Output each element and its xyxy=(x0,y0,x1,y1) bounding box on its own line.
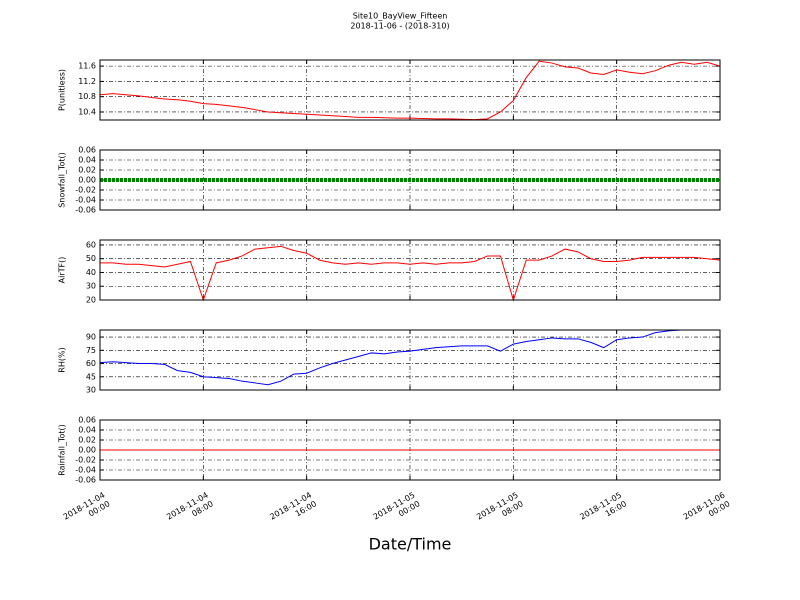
y-tick-label: 75 xyxy=(86,346,96,355)
subtitle: 2018-11-06 - (2018-310) xyxy=(350,22,449,31)
y-tick-label: 11.6 xyxy=(78,62,96,71)
y-tick-label: 40 xyxy=(86,268,96,277)
y-tick-label: -0.04 xyxy=(75,196,96,205)
y-tick-label: 0.04 xyxy=(78,156,96,165)
y-tick-label: 20 xyxy=(86,296,96,305)
y-tick-label: 50 xyxy=(86,254,96,263)
x-tick-label: 2018-11-0508:00 xyxy=(475,490,525,530)
y-tick-label: -0.02 xyxy=(75,186,96,195)
plot-frame xyxy=(99,419,721,481)
y-tick-label: 0.00 xyxy=(78,446,96,455)
y-tick-label: 45 xyxy=(86,372,96,381)
x-tick-label: 2018-11-0516:00 xyxy=(578,490,628,530)
y-tick-label: 11.2 xyxy=(78,77,96,86)
x-axis-label: Date/Time xyxy=(369,535,452,554)
y-tick-label: 30 xyxy=(86,282,96,291)
y-tick-label: 0.02 xyxy=(78,436,96,445)
y-tick-label: 0.02 xyxy=(78,166,96,175)
y-tick-label: 30 xyxy=(86,386,96,395)
y-tick-label: -0.06 xyxy=(75,206,96,215)
x-tick-label: 2018-11-0600:00 xyxy=(681,490,731,530)
y-tick-label: 60 xyxy=(86,359,96,368)
y-tick-label: -0.02 xyxy=(75,456,96,465)
y-axis-label: AirTF() xyxy=(58,257,67,284)
y-tick-label: 0.06 xyxy=(78,416,96,425)
title: Site10_BayView_Fifteen xyxy=(353,12,448,21)
y-tick-label: 60 xyxy=(86,240,96,249)
plot-frame xyxy=(99,239,721,301)
y-tick-label: 10.8 xyxy=(78,92,96,101)
y-axis-label: Rainfall_Tot() xyxy=(58,424,67,476)
x-tick-label: 2018-11-0408:00 xyxy=(165,490,215,530)
y-tick-label: -0.06 xyxy=(75,476,96,485)
plot-frame xyxy=(99,59,721,121)
y-tick-label: 10.4 xyxy=(78,107,96,116)
y-axis-label: RH(%) xyxy=(58,347,67,372)
y-axis-label: P(unitless) xyxy=(58,69,67,111)
y-tick-label: 90 xyxy=(86,333,96,342)
y-tick-label: -0.04 xyxy=(75,466,96,475)
plot-frame xyxy=(99,329,721,391)
x-tick-label: 2018-11-0416:00 xyxy=(268,490,318,530)
y-axis-label: Snowfall_Tot() xyxy=(58,152,67,208)
y-tick-label: 0.06 xyxy=(78,146,96,155)
data-line xyxy=(99,60,721,121)
y-tick-label: 0.04 xyxy=(78,426,96,435)
y-tick-label: 0.00 xyxy=(78,176,96,185)
data-line xyxy=(99,329,720,386)
x-tick-label: 2018-11-0500:00 xyxy=(371,490,421,530)
plot-frame xyxy=(99,149,721,211)
x-tick-label: 2018-11-0400:00 xyxy=(61,490,111,530)
